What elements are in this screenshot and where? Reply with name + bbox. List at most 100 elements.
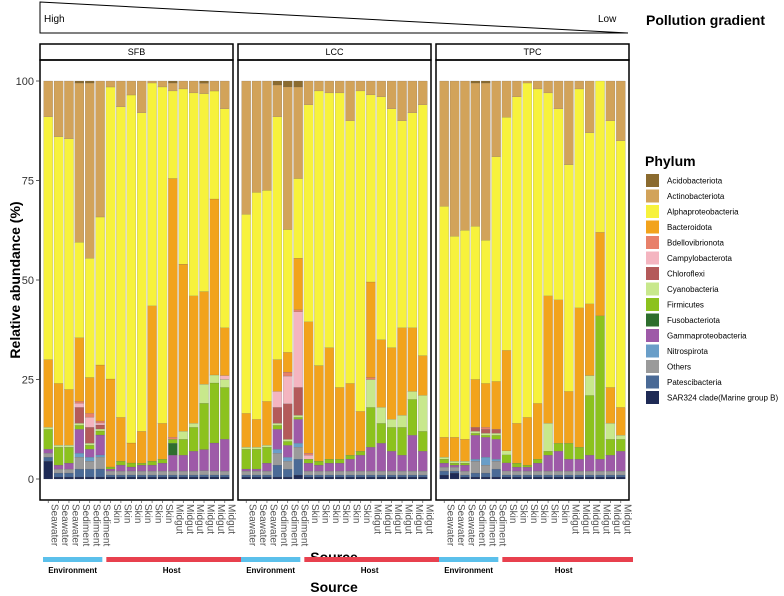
bar-segment-tpc-2-others <box>449 466 460 472</box>
bar-segment-lcc-15-others <box>386 470 397 476</box>
bar-segment-sfb-11-gammaproteobacteria <box>147 464 157 472</box>
bar-segment-lcc-6-bacteroidota <box>293 258 303 310</box>
bar-segment-tpc-13-patescibacteria <box>564 474 574 478</box>
bar-segment-tpc-9-actinobacteriota <box>522 80 532 84</box>
bar-segment-lcc-18-bacteroidota <box>418 355 428 396</box>
x-tick-label: Skin <box>528 504 539 523</box>
x-tick-label: Sediment <box>299 504 310 546</box>
x-tick-label: Skin <box>121 504 132 523</box>
x-axis-title: Source <box>310 579 358 595</box>
bar-segment-tpc-5-actinobacteriota <box>481 82 491 241</box>
legend-swatch-actinobacteriota <box>646 189 659 203</box>
legend-swatch-gammaproteobacteria <box>646 329 659 342</box>
bar-segment-tpc-6-bacteroidota <box>491 381 501 430</box>
bar-segment-tpc-18-patescibacteria <box>616 474 626 478</box>
bar-segment-lcc-9-alphaproteobacteria <box>324 92 334 348</box>
bar-segment-sfb-18-alphaproteobacteria <box>220 108 230 328</box>
bar-segment-tpc-16-gammaproteobacteria <box>595 459 605 472</box>
bar-segment-sfb-1-gammaproteobacteria <box>43 449 53 454</box>
bar-segment-tpc-4-cyanobacteria <box>470 431 481 434</box>
bar-segment-tpc-2-gammaproteobacteria <box>449 464 460 468</box>
bar-segment-lcc-9-sar324-clade-marine-group-b- <box>324 476 334 480</box>
bar-segment-sfb-2-patescibacteria <box>53 472 64 478</box>
group-bar-environment <box>43 557 103 562</box>
bar-segment-sfb-7-patescibacteria <box>105 474 116 478</box>
bar-tpc-15 <box>584 80 595 480</box>
bar-segment-sfb-8-sar324-clade-marine-group-b- <box>116 476 126 480</box>
bar-segment-sfb-3-gammaproteobacteria <box>64 463 74 470</box>
bar-segment-lcc-1-bacteroidota <box>241 413 251 448</box>
bar-lcc-2 <box>251 80 262 480</box>
bar-tpc-13 <box>564 80 574 480</box>
bar-segment-lcc-7-actinobacteriota <box>303 80 314 105</box>
x-tick-label: Skin <box>111 504 122 523</box>
bar-segment-sfb-4-actinobacteriota <box>74 82 85 243</box>
bar-segment-tpc-6-gammaproteobacteria <box>491 439 501 460</box>
bar-segment-lcc-7-others <box>303 470 314 476</box>
x-tick-label: Skin <box>559 504 570 523</box>
bar-segment-sfb-14-cyanobacteria <box>178 431 188 440</box>
x-tick-label: Midgut <box>225 504 236 534</box>
bar-segment-lcc-5-campylobacterota <box>283 375 293 404</box>
bar-segment-tpc-10-bacteroidota <box>533 403 543 460</box>
bar-segment-lcc-13-bdellovibrionota <box>366 377 376 380</box>
bar-segment-lcc-12-firmicutes <box>355 451 366 456</box>
legend-label: Firmicutes <box>667 301 704 310</box>
bar-segment-sfb-7-sar324-clade-marine-group-b- <box>105 476 116 480</box>
bar-segment-tpc-8-actinobacteriota <box>512 80 522 97</box>
bar-tpc-16 <box>595 80 605 480</box>
bar-segment-sfb-10-alphaproteobacteria <box>137 112 147 432</box>
bar-segment-sfb-4-firmicutes <box>74 425 85 430</box>
bar-segment-sfb-17-alphaproteobacteria <box>209 90 220 200</box>
bar-segment-sfb-17-cyanobacteria <box>209 374 220 384</box>
legend-swatch-nitrospirota <box>646 344 659 358</box>
bar-segment-tpc-3-bacteroidota <box>460 439 470 462</box>
bar-segment-tpc-1-patescibacteria <box>439 470 449 476</box>
bar-segment-sfb-1-sar324-clade-marine-group-b- <box>43 461 53 480</box>
bar-segment-lcc-3-patescibacteria <box>262 474 272 478</box>
bar-sfb-2 <box>53 80 64 480</box>
bar-segment-lcc-6-firmicutes <box>293 417 303 420</box>
bar-segment-lcc-5-others <box>283 461 293 470</box>
bar-segment-tpc-10-others <box>533 470 543 476</box>
bar-segment-lcc-6-chloroflexi <box>293 387 303 416</box>
legend-swatch-chloroflexi <box>646 267 659 280</box>
x-tick-label: Midgut <box>382 504 393 534</box>
bar-tpc-1 <box>439 80 449 480</box>
bar-segment-sfb-5-others <box>85 461 95 470</box>
bar-segment-sfb-4-others <box>74 457 85 470</box>
x-tick-label: Skin <box>517 504 528 523</box>
bar-segment-tpc-6-chloroflexi <box>491 429 501 434</box>
bar-segment-lcc-9-firmicutes <box>324 459 334 464</box>
bar-segment-tpc-4-bacteroidota <box>470 379 481 428</box>
bar-segment-tpc-4-sar324-clade-marine-group-b- <box>470 476 481 480</box>
bar-segment-lcc-7-sar324-clade-marine-group-b- <box>303 476 314 480</box>
bar-segment-lcc-4-patescibacteria <box>272 464 283 478</box>
bar-segment-lcc-4-firmicutes <box>272 425 283 430</box>
bar-segment-lcc-15-gammaproteobacteria <box>386 451 397 472</box>
bar-segment-lcc-6-bdellovibrionota <box>293 309 303 312</box>
bar-segment-tpc-5-nitrospirota <box>481 457 491 466</box>
bar-tpc-5 <box>481 80 491 480</box>
bar-segment-lcc-15-patescibacteria <box>386 474 397 478</box>
bar-segment-tpc-3-firmicutes <box>460 463 470 466</box>
bar-segment-tpc-16-firmicutes <box>595 315 605 460</box>
bar-segment-sfb-4-bacteroidota <box>74 337 85 402</box>
bar-sfb-11 <box>147 80 157 480</box>
bar-segment-sfb-16-sar324-clade-marine-group-b- <box>199 476 209 480</box>
bar-segment-lcc-1-gammaproteobacteria <box>241 468 251 472</box>
bar-segment-lcc-14-gammaproteobacteria <box>376 443 386 472</box>
bar-segment-sfb-12-alphaproteobacteria <box>157 86 168 424</box>
bar-segment-sfb-14-alphaproteobacteria <box>178 88 188 265</box>
bar-segment-tpc-17-firmicutes <box>605 439 616 456</box>
bar-segment-lcc-1-sar324-clade-marine-group-b- <box>241 476 251 480</box>
bar-segment-tpc-9-sar324-clade-marine-group-b- <box>522 476 532 480</box>
bar-segment-lcc-6-gammaproteobacteria <box>293 419 303 444</box>
bar-segment-sfb-5-firmicutes <box>85 445 95 450</box>
bar-segment-sfb-2-actinobacteriota <box>53 80 64 137</box>
bar-segment-sfb-7-actinobacteriota <box>105 80 116 88</box>
bar-segment-tpc-2-bacteroidota <box>449 437 460 462</box>
bar-segment-sfb-10-patescibacteria <box>137 474 147 478</box>
bar-segment-sfb-8-actinobacteriota <box>116 80 126 107</box>
bar-segment-tpc-13-others <box>564 470 574 476</box>
